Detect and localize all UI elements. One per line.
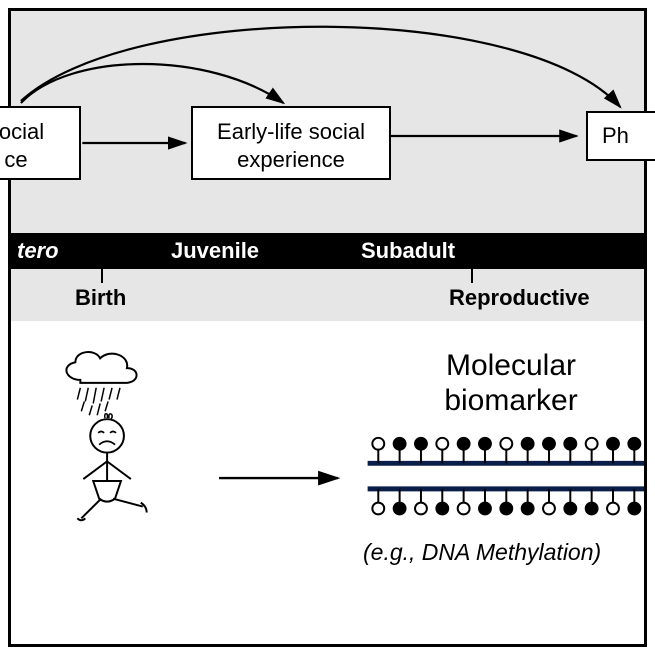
molecular-title: Molecular biomarker	[381, 349, 641, 418]
sketch-group	[66, 352, 146, 520]
timeline-ticklabel-repro: Reproductive	[449, 285, 590, 311]
timeline-ticklabel-birth: Birth	[75, 285, 126, 311]
cloud-icon	[66, 352, 136, 383]
timeline-bar: tero Juvenile Subadult	[11, 233, 644, 269]
node-ph: Ph	[586, 111, 655, 161]
timeline-tick-birth	[101, 269, 103, 283]
timeline-label-juvenile: Juvenile	[171, 238, 259, 264]
node-early: Early-life social experience	[191, 106, 391, 180]
node-early-line2: experience	[237, 147, 345, 172]
timeline-tick-repro	[471, 269, 473, 283]
node-social: social ce	[0, 106, 81, 180]
node-ph-line1: Ph	[602, 122, 629, 150]
molecular-subtitle: (e.g., DNA Methylation)	[363, 539, 601, 566]
node-social-line2: ce	[4, 147, 27, 172]
bottom-panel: Molecular biomarker (e.g., DNA Methylati…	[11, 321, 644, 644]
figure-frame: social ce Early-life social experience P…	[8, 8, 647, 647]
molecular-title-line2: biomarker	[444, 384, 577, 417]
child-icon	[77, 414, 146, 521]
timeline-label-subadult: Subadult	[361, 238, 455, 264]
top-panel: social ce Early-life social experience P…	[11, 11, 644, 321]
timeline-label-tero: tero	[17, 238, 59, 264]
molecular-title-line1: Molecular	[446, 349, 576, 382]
dna-methylation-diagram	[368, 438, 644, 515]
node-social-line1: social	[0, 119, 44, 144]
node-early-line1: Early-life social	[217, 119, 365, 144]
rain-icon	[77, 388, 120, 415]
